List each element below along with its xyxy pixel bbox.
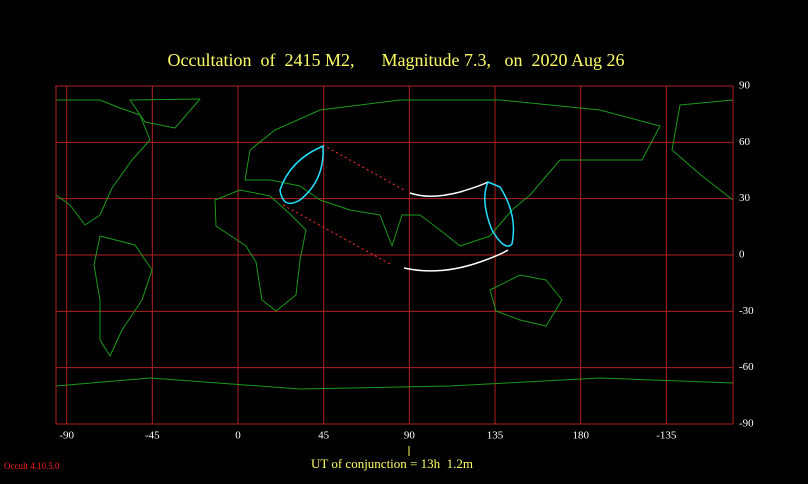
x-tick-label: 90 xyxy=(404,430,416,442)
version-label: Occult 4.10.5.0 xyxy=(4,461,60,471)
south-extension xyxy=(282,204,391,265)
y-tick-label: 60 xyxy=(739,136,751,148)
y-tick-label: -30 xyxy=(739,305,754,317)
africa xyxy=(214,189,307,312)
map-frame xyxy=(55,85,734,425)
x-tick-label: 135 xyxy=(487,430,504,442)
x-tick-label: 180 xyxy=(572,430,589,442)
southern-limit xyxy=(403,249,509,272)
y-tick-label: 0 xyxy=(739,249,745,261)
greenland xyxy=(129,98,201,129)
coastlines xyxy=(55,98,734,390)
rise-limit xyxy=(279,144,324,205)
title: Occultation of 2415 M2, Magnitude 7.3, o… xyxy=(168,50,625,70)
x-tick-label: 0 xyxy=(235,430,241,442)
north-extension xyxy=(322,144,405,191)
south-america xyxy=(93,235,153,357)
set-limit xyxy=(484,181,515,247)
x-tick-label: -90 xyxy=(59,430,74,442)
occultation-path xyxy=(279,144,515,272)
north-america xyxy=(55,99,151,226)
y-tick-label: 90 xyxy=(739,80,751,92)
x-tick-label: -45 xyxy=(145,430,160,442)
eurasia xyxy=(244,99,661,247)
australia xyxy=(489,274,563,327)
north-america-east xyxy=(671,99,734,201)
northern-limit xyxy=(409,181,489,197)
antarctica xyxy=(55,377,734,390)
ut-label: UT of conjunction = 13h 1.2m xyxy=(311,456,473,471)
x-tick-label: 45 xyxy=(318,430,330,442)
x-tick-label: -135 xyxy=(656,430,677,442)
y-tick-label: 30 xyxy=(739,192,751,204)
y-tick-label: -60 xyxy=(739,361,754,373)
y-tick-label: -90 xyxy=(739,418,754,430)
